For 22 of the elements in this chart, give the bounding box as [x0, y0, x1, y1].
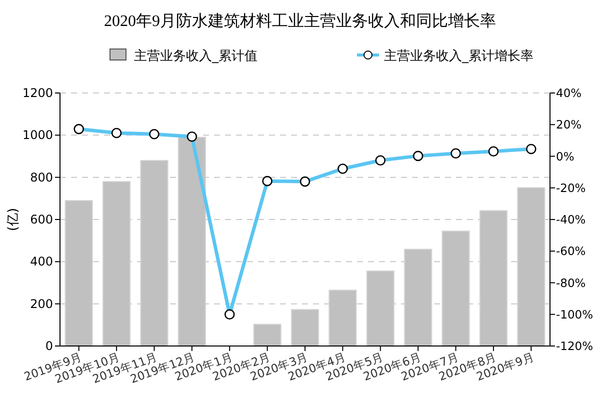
- y2-tick-label: -40%: [556, 212, 586, 226]
- bar: [290, 309, 320, 346]
- y-tick-label: 1200: [22, 86, 53, 100]
- y-tick-label: 400: [30, 254, 53, 269]
- legend-label: 主营业务收入_累计增长率: [384, 48, 534, 64]
- y-tick-label: 1000: [22, 128, 53, 142]
- y2-tick-label: 0%: [556, 149, 574, 164]
- y2-tick-label: -20%: [556, 180, 586, 195]
- y-tick-label: 600: [30, 212, 53, 226]
- bar: [253, 324, 282, 346]
- y-tick-label: 800: [30, 170, 53, 184]
- y2-tick-label: 20%: [556, 118, 582, 132]
- y2-tick-label: -120%: [556, 339, 594, 353]
- y-tick-label: 0: [45, 339, 53, 353]
- y2-tick-label: -60%: [556, 244, 586, 258]
- y2-tick-label: 40%: [556, 86, 582, 100]
- y-tick-label: 200: [30, 296, 53, 311]
- y2-tick-label: -100%: [556, 307, 594, 322]
- y2-tick-label: -80%: [556, 276, 586, 290]
- legend-label: 主营业务收入_累计值: [134, 48, 258, 64]
- chart-title: 2020年9月防水建筑材料工业主营业务收入和同比增长率: [104, 12, 496, 30]
- y-axis-title: (亿): [6, 208, 21, 232]
